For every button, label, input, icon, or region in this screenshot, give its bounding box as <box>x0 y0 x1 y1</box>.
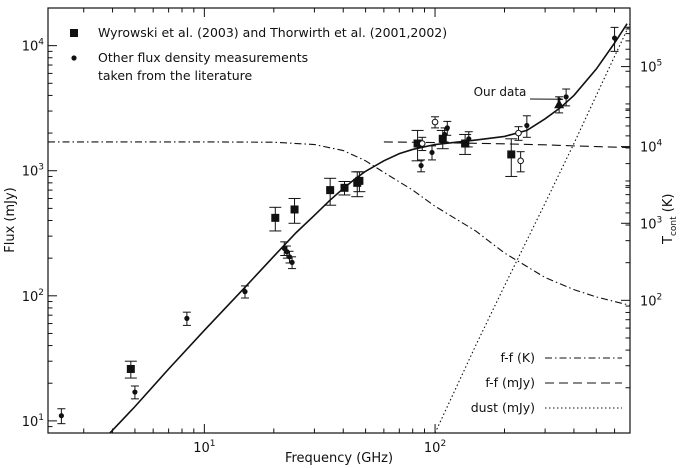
x-tick-label: 101 <box>193 439 215 456</box>
data-point-dot <box>182 311 191 326</box>
marker-square <box>340 183 349 192</box>
legend-top-label: taken from the literature <box>98 68 253 83</box>
marker-square <box>507 150 516 159</box>
x-axis-label: Frequency (GHz) <box>285 451 393 466</box>
legend-marker-dot <box>71 55 77 61</box>
data-point-open-circle <box>418 136 427 152</box>
marker-triangle <box>554 99 565 109</box>
legend-top: Wyrowski et al. (2003) and Thorwirth et … <box>70 25 447 83</box>
legend-bottom-label: dust (mJy) <box>471 400 535 415</box>
legend-bottom-label: f-f (K) <box>500 350 535 365</box>
x-axis: 101 102 <box>83 8 631 456</box>
legend-bottom-item: f-f (mJy) <box>485 375 622 390</box>
model-curves <box>48 23 630 433</box>
y2-tick-label: 105 <box>640 59 662 76</box>
curve-f-f-k <box>48 141 630 306</box>
data-point-open-circle <box>514 126 523 141</box>
legend-top-item: Wyrowski et al. (2003) and Thorwirth et … <box>70 25 447 40</box>
marker-square <box>355 176 364 185</box>
data-point-dot <box>562 88 571 107</box>
annotation-our-data: Our data <box>474 85 564 102</box>
y2-axis-label-main: T <box>661 236 676 245</box>
marker-dot <box>132 389 138 395</box>
legend-bottom: f-f (K) f-f (mJy) dust (mJy) <box>471 350 622 415</box>
marker-square <box>326 186 335 195</box>
legend-bottom-label: f-f (mJy) <box>485 375 535 390</box>
y2-axis-label-unit: (K) <box>661 194 676 217</box>
y-tick-label: 101 <box>22 413 44 430</box>
marker-square <box>413 139 422 148</box>
marker-dot <box>184 315 190 321</box>
legend-top-item: taken from the literature <box>98 68 253 83</box>
marker-open-circle <box>517 157 524 165</box>
data-point-square <box>353 171 366 193</box>
curve-dust-mjy <box>434 23 630 433</box>
marker-open-circle <box>418 140 426 147</box>
marker-dot <box>289 259 295 265</box>
data-point-dot <box>427 145 436 161</box>
data-point-dot <box>240 285 249 299</box>
marker-square <box>271 213 280 222</box>
data-point-square <box>124 360 137 379</box>
data-point-dot <box>57 408 66 425</box>
legend-top-label: Wyrowski et al. (2003) and Thorwirth et … <box>98 25 447 40</box>
marker-dot <box>418 162 424 169</box>
data-point-dot <box>522 115 531 138</box>
y2-axis-label-sub: cont <box>669 216 679 236</box>
data-point-dot <box>610 26 619 52</box>
marker-dot <box>466 136 472 142</box>
y2-tick-label: 103 <box>640 215 662 232</box>
curve-total <box>108 23 628 433</box>
curve-f-f-mjy <box>383 141 630 149</box>
svg-text:Tcont (K): Tcont (K) <box>661 194 679 245</box>
marker-square <box>290 205 299 214</box>
legend-bottom-item: dust (mJy) <box>471 400 622 415</box>
y2-tick-label: 104 <box>640 139 663 156</box>
y-tick-label: 104 <box>22 38 45 55</box>
legend-top-item: Other flux density measurements <box>71 50 308 65</box>
data-point-open-circle <box>431 116 440 129</box>
data-point-square <box>505 138 518 177</box>
data-point-square <box>324 177 337 206</box>
y-tick-label: 103 <box>22 163 44 180</box>
marker-open-circle <box>515 129 522 137</box>
legend-top-label: Other flux density measurements <box>98 50 308 65</box>
marker-dot <box>563 94 569 100</box>
data-point-dot <box>417 159 426 173</box>
marker-open-circle <box>431 118 439 126</box>
x-tick-label: 102 <box>424 439 446 456</box>
y-axis-left: 101 102 103 104 <box>22 7 57 434</box>
y2-tick-label: 102 <box>640 292 662 309</box>
marker-square <box>461 139 470 148</box>
y-tick-label: 102 <box>22 288 44 305</box>
marker-dot <box>524 122 530 129</box>
data-point-dot <box>443 120 452 136</box>
marker-dot <box>58 413 64 419</box>
data-point-dot <box>464 131 473 148</box>
data-points <box>57 26 619 425</box>
marker-dot <box>611 35 618 41</box>
marker-square <box>126 364 135 373</box>
legend-marker-square <box>70 29 78 37</box>
annotation-arrowhead <box>557 96 564 102</box>
y-axis-right: 102 103 104 105 <box>621 26 663 389</box>
data-point-dot <box>288 256 297 270</box>
annotation-text: Our data <box>474 85 527 99</box>
marker-dot <box>242 289 248 295</box>
data-point-open-circle <box>516 151 525 173</box>
data-point-square <box>269 206 282 232</box>
marker-dot <box>444 125 450 131</box>
marker-square <box>438 134 447 143</box>
legend-bottom-item: f-f (K) <box>500 350 622 365</box>
y2-axis-label: Tcont (K) <box>661 194 679 245</box>
y-axis-label: Flux (mJy) <box>3 187 18 253</box>
data-point-square <box>338 181 351 196</box>
data-point-square <box>288 197 301 224</box>
marker-dot <box>429 149 435 156</box>
marker-dot <box>441 131 448 138</box>
data-point-dot <box>130 385 139 400</box>
